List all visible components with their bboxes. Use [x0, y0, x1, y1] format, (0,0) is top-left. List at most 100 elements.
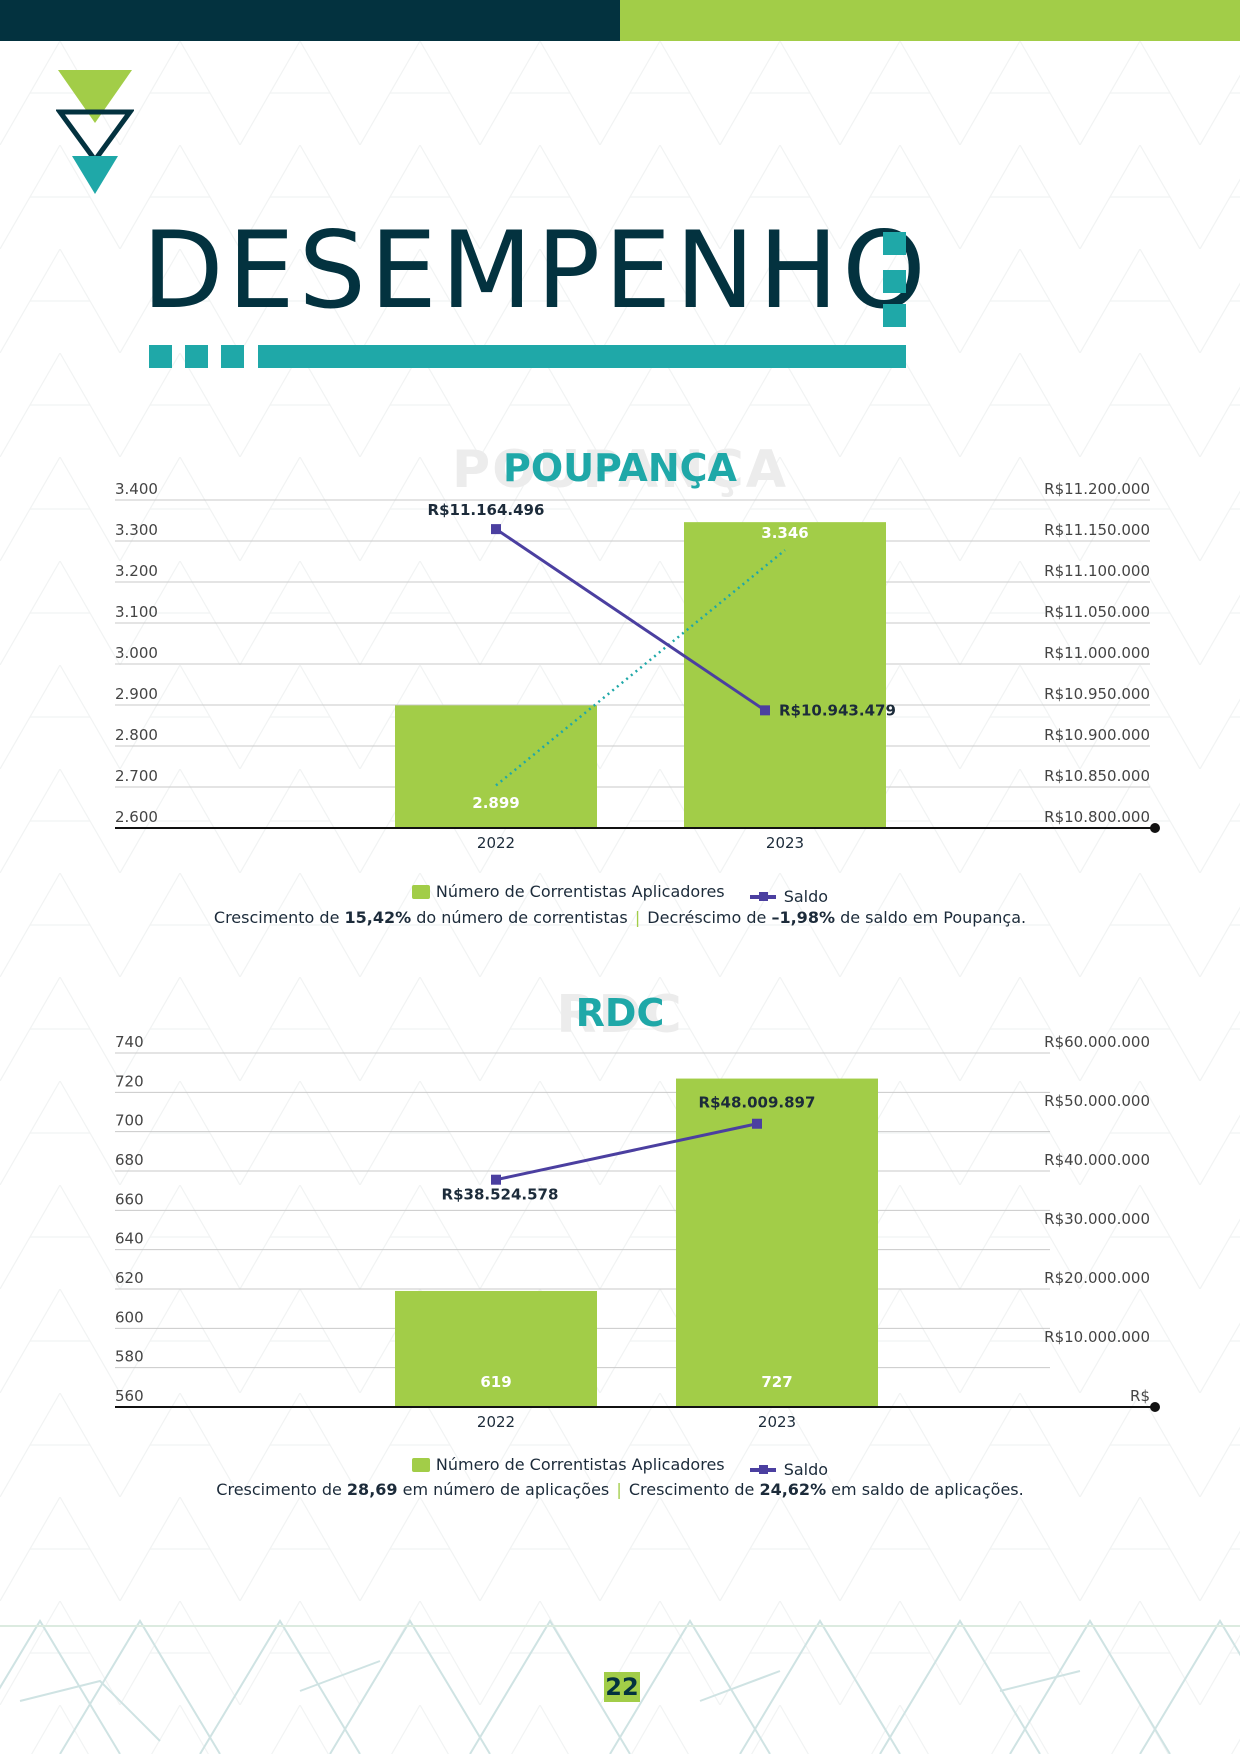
legend-label: Saldo: [783, 887, 829, 906]
legend-label: Número de Correntistas Aplicadores: [435, 882, 725, 901]
legend-item-bars: Número de Correntistas Aplicadores: [411, 1455, 725, 1474]
legend-swatch-line: [749, 891, 776, 901]
legend-swatch-line: [749, 1464, 776, 1474]
caption-text: do número de correntistas: [411, 908, 633, 927]
y-tick-label-left: 2.800: [115, 726, 158, 744]
bar-value-label: 619: [480, 1373, 511, 1391]
bar-value-label: 3.346: [761, 524, 808, 542]
saldo-value-label: R$38.524.578: [442, 1186, 559, 1204]
y-tick-label-left: 580: [115, 1348, 144, 1366]
chart-legend: Número de Correntistas Aplicadores Saldo: [0, 882, 1240, 906]
x-tick-label: 2022: [477, 1413, 515, 1431]
caption-highlight: 28,69: [346, 1480, 398, 1499]
caption-separator: |: [634, 908, 641, 927]
y-tick-label-left: 700: [115, 1112, 144, 1130]
y-tick-label-left: 2.700: [115, 767, 158, 785]
chart-caption: Crescimento de 15,42% do número de corre…: [0, 908, 1240, 927]
y-tick-label-right: R$11.200.000: [1044, 480, 1150, 498]
caption-text: Crescimento de: [623, 1480, 760, 1499]
chart-caption: Crescimento de 28,69 em número de aplica…: [0, 1480, 1240, 1499]
caption-text: em número de aplicações: [397, 1480, 615, 1499]
caption-text: Decréscimo de: [642, 908, 772, 927]
bar: [676, 1078, 878, 1407]
caption-text: em saldo de aplicações.: [826, 1480, 1024, 1499]
chart-title: RDC: [575, 991, 665, 1035]
caption-text: Crescimento de: [213, 908, 345, 927]
y-tick-label-left: 2.600: [115, 808, 158, 826]
y-tick-label-right: R$50.000.000: [1044, 1092, 1150, 1110]
bar: [395, 1290, 597, 1407]
saldo-value-label: R$48.009.897: [699, 1094, 816, 1112]
y-tick-label-left: 2.900: [115, 685, 158, 703]
bar: [684, 522, 886, 828]
saldo-point: [491, 1174, 501, 1185]
bar: [395, 705, 597, 828]
saldo-line: [495, 527, 766, 712]
caption-separator: |: [616, 1480, 622, 1499]
y-tick-label-right: R$10.850.000: [1044, 767, 1150, 785]
trend-line: [495, 549, 786, 787]
y-tick-label-left: 3.400: [115, 480, 158, 498]
saldo-point: [752, 1118, 762, 1129]
page-title: DESEMPENHO: [142, 209, 930, 332]
legend-item-bars: Número de Correntistas Aplicadores: [411, 882, 725, 901]
y-tick-label-right: R$60.000.000: [1044, 1035, 1150, 1051]
legend-swatch-bar: [411, 884, 430, 899]
x-tick-label: 2023: [758, 1413, 796, 1431]
y-tick-label-left: 3.300: [115, 521, 158, 539]
axis-end-dot: [1150, 823, 1160, 833]
caption-text: Crescimento de: [216, 1480, 347, 1499]
y-tick-label-left: 3.200: [115, 562, 158, 580]
saldo-value-label: R$10.943.479: [779, 701, 896, 719]
caption-highlight: 15,42%: [344, 908, 412, 927]
title-deco-square: [185, 345, 208, 368]
y-tick-label-right: R$20.000.000: [1044, 1269, 1150, 1287]
y-tick-label-left: 620: [115, 1269, 144, 1287]
rdc-chart: 560 580 600 620 640 660 680 700 720 740 R$ R$10.000…: [115, 1035, 1160, 1431]
caption-highlight: –1,98%: [771, 908, 835, 927]
y-tick-label-left: 660: [115, 1190, 144, 1208]
y-tick-label-right: R$11.000.000: [1044, 644, 1150, 662]
chart-title: POUPANÇA: [503, 446, 737, 490]
caption-text: de saldo em Poupança.: [834, 908, 1027, 927]
y-tick-label-right: R$10.950.000: [1044, 685, 1150, 703]
y-tick-label-right: R$11.100.000: [1044, 562, 1150, 580]
legend-label: Saldo: [783, 1460, 829, 1479]
y-tick-label-right: R$40.000.000: [1044, 1151, 1150, 1169]
y-tick-label-left: 560: [115, 1387, 144, 1405]
x-tick-label: 2022: [477, 834, 515, 852]
logo-triangles-icon: [56, 70, 134, 194]
y-tick-label-left: 720: [115, 1072, 144, 1090]
y-tick-label-right: R$30.000.000: [1044, 1210, 1150, 1228]
title-deco-square: [149, 345, 172, 368]
legend-item-line: Saldo: [749, 1460, 829, 1479]
title-deco-square: [883, 304, 906, 327]
page-number: 22: [604, 1672, 640, 1702]
legend-swatch-bar: [411, 1457, 430, 1472]
title-deco-square: [221, 345, 244, 368]
saldo-point: [760, 705, 770, 716]
legend-label: Número de Correntistas Aplicadores: [435, 1455, 725, 1474]
top-bar-green: [620, 0, 1240, 41]
x-tick-label: 2023: [766, 834, 804, 852]
y-tick-label-right: R$: [1130, 1387, 1150, 1405]
chart-title-ghost: RDC: [556, 985, 684, 1045]
y-tick-label-left: 680: [115, 1151, 144, 1169]
title-deco-square: [883, 270, 906, 293]
saldo-line: [495, 1122, 758, 1182]
chart-title-ghost: POUPANÇA: [451, 440, 789, 500]
y-tick-label-left: 600: [115, 1308, 144, 1326]
background-pattern: [0, 41, 1240, 1754]
axis-end-dot: [1150, 1402, 1160, 1412]
y-tick-label-left: 3.100: [115, 603, 158, 621]
bar-value-label: 2.899: [472, 794, 519, 812]
y-tick-label-right: R$10.900.000: [1044, 726, 1150, 744]
top-bar-dark: [0, 0, 620, 41]
y-tick-label-left: 640: [115, 1230, 144, 1248]
legend-item-line: Saldo: [749, 887, 829, 906]
y-tick-label-right: R$10.000.000: [1044, 1328, 1150, 1346]
y-tick-label-right: R$10.800.000: [1044, 808, 1150, 826]
chart-title-poupanca: POUPANÇA POUPANÇA: [0, 440, 1240, 500]
title-underline-bar: [258, 345, 906, 368]
y-tick-label-left: 3.000: [115, 644, 158, 662]
